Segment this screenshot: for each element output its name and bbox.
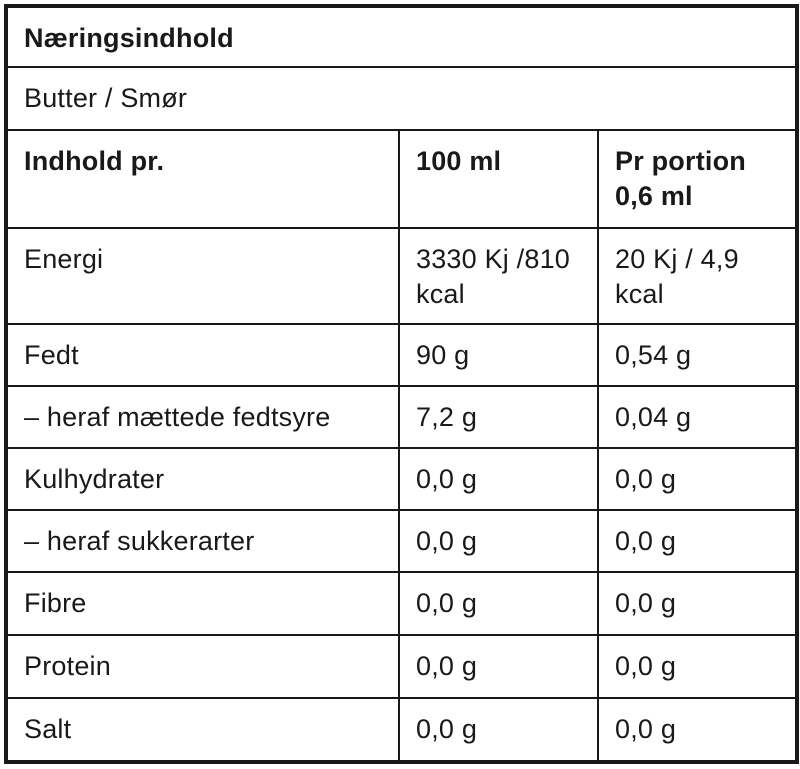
nutrient-label: Fibre bbox=[5, 571, 400, 636]
table-row-fedt: Fedt 90 g 0,54 g bbox=[5, 323, 799, 387]
nutrient-label: – heraf sukkerarter bbox=[5, 509, 400, 573]
nutrient-label: Salt bbox=[5, 697, 400, 763]
table-row-product: Butter / Smør bbox=[4, 66, 799, 131]
value-per-portion: 0,0 g bbox=[596, 697, 799, 763]
value-per-100ml: 0,0 g bbox=[398, 509, 599, 573]
column-header-label: Indhold pr. bbox=[5, 129, 400, 229]
nutrition-table: Næringsindhold Butter / Smør Indhold pr.… bbox=[4, 4, 800, 764]
value-per-100ml: 3330 Kj /810 kcal bbox=[398, 227, 599, 325]
table-row-fibre: Fibre 0,0 g 0,0 g bbox=[5, 571, 799, 636]
nutrient-label: – heraf mættede fedtsyre bbox=[5, 385, 400, 449]
value-per-100ml: 7,2 g bbox=[398, 385, 599, 449]
table-row-header: Indhold pr. 100 ml Pr portion 0,6 ml bbox=[5, 129, 799, 229]
column-header-100ml: 100 ml bbox=[398, 129, 599, 229]
table-row-energi: Energi 3330 Kj /810 kcal 20 Kj / 4,9 kca… bbox=[5, 227, 799, 325]
value-per-100ml: 0,0 g bbox=[398, 697, 599, 763]
value-per-100ml: 0,0 g bbox=[398, 634, 599, 699]
value-per-portion: 0,0 g bbox=[596, 509, 799, 573]
nutrient-label: Energi bbox=[5, 227, 400, 325]
nutrient-label: Kulhydrater bbox=[5, 447, 400, 511]
value-per-100ml: 90 g bbox=[398, 323, 599, 387]
column-header-portion: Pr portion 0,6 ml bbox=[596, 129, 799, 229]
table-row-kulhydrater: Kulhydrater 0,0 g 0,0 g bbox=[5, 447, 799, 511]
value-per-portion: 0,54 g bbox=[596, 323, 799, 387]
nutrient-label: Protein bbox=[5, 634, 400, 699]
product-name: Butter / Smør bbox=[4, 66, 799, 131]
value-per-100ml: 0,0 g bbox=[398, 571, 599, 636]
nutrient-label: Fedt bbox=[5, 323, 400, 387]
table-row-salt: Salt 0,0 g 0,0 g bbox=[5, 697, 799, 763]
value-per-portion: 20 Kj / 4,9 kcal bbox=[596, 227, 799, 325]
value-per-portion: 0,0 g bbox=[596, 447, 799, 511]
table-title: Næringsindhold bbox=[4, 5, 799, 68]
value-per-100ml: 0,0 g bbox=[398, 447, 599, 511]
table-row-maettede-fedtsyre: – heraf mættede fedtsyre 7,2 g 0,04 g bbox=[5, 385, 799, 449]
table-row-sukkerarter: – heraf sukkerarter 0,0 g 0,0 g bbox=[5, 509, 799, 573]
value-per-portion: 0,0 g bbox=[596, 634, 799, 699]
table-row-title: Næringsindhold bbox=[4, 5, 799, 68]
value-per-portion: 0,0 g bbox=[596, 571, 799, 636]
value-per-portion: 0,04 g bbox=[596, 385, 799, 449]
table-row-protein: Protein 0,0 g 0,0 g bbox=[5, 634, 799, 699]
